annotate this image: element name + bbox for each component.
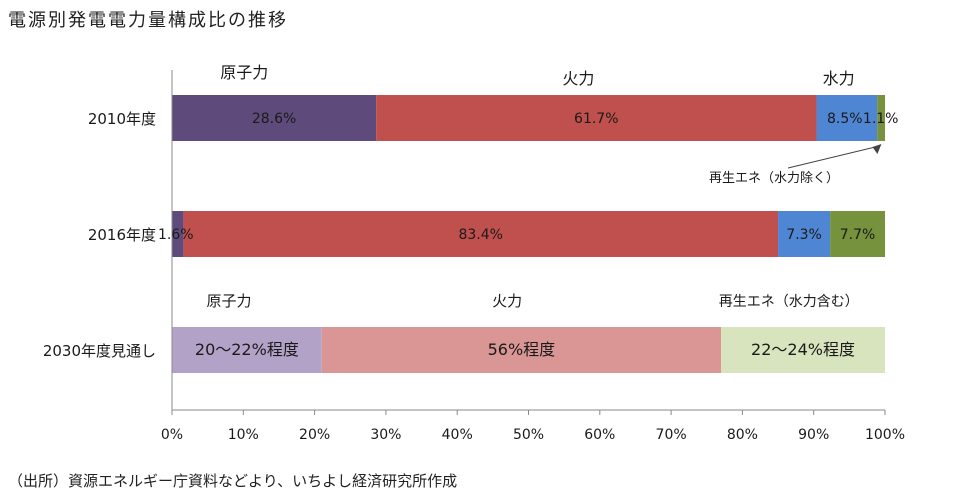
annotation-3: 再生エネ（水力除く） — [709, 171, 839, 186]
data-label-2-2: 22～24%程度 — [751, 340, 855, 359]
x-tick-label-3: 30% — [370, 427, 401, 443]
x-tick-label-5: 50% — [513, 427, 544, 443]
data-label-1-1: 83.4% — [458, 227, 502, 243]
chart-title: 電源別発電電力量構成比の推移 — [8, 10, 288, 31]
x-tick-label-8: 80% — [727, 427, 758, 443]
x-tick-label-1: 10% — [228, 427, 259, 443]
data-label-0-0: 28.6% — [252, 111, 296, 127]
annotation-6: 再生エネ（水力含む） — [719, 294, 859, 310]
x-tick-label-2: 20% — [299, 427, 330, 443]
bar-segment-0-1 — [376, 95, 817, 141]
bar-segment-1-3 — [830, 211, 885, 257]
annotation-0: 原子力 — [220, 63, 268, 82]
bar-segment-2-0 — [172, 327, 322, 373]
labels-layer: 28.6% 61.7% 8.5% 1.1% 2010年度 1.6% 83.4% 7.3% 7.7… — [43, 63, 899, 360]
data-label-1-2: 7.3% — [786, 227, 822, 243]
category-label-2: 2030年度見通し — [43, 342, 156, 360]
annotation-2: 水力 — [823, 69, 855, 88]
data-label-0-1: 61.7% — [574, 111, 618, 127]
x-axis: 0% 10% 20% 30% 40% 50% 60% 70% 80% 90% 100% — [161, 70, 905, 443]
x-tick-label-7: 70% — [656, 427, 687, 443]
data-label-1-3: 7.7% — [840, 227, 876, 243]
data-label-1-0: 1.6% — [158, 227, 194, 243]
bar-segment-1-1 — [183, 211, 779, 257]
x-tick-label-6: 60% — [584, 427, 615, 443]
x-tick-label-0: 0% — [161, 427, 183, 443]
bar-segment-1-0 — [172, 211, 184, 257]
annotation-1: 火力 — [562, 69, 594, 88]
annotation-4: 原子力 — [207, 292, 252, 310]
bar-segment-0-3 — [877, 95, 885, 141]
bars-layer — [172, 95, 885, 373]
annotation-arrow-head — [872, 144, 882, 154]
data-label-0-2: 8.5% — [827, 111, 863, 127]
x-tick-label-9: 90% — [798, 427, 829, 443]
category-label-1: 2016年度 — [88, 226, 156, 244]
source-note: （出所）資源エネルギー庁資料などより、いちよし経済研究所作成 — [8, 472, 458, 490]
x-tick-label-10: 100% — [865, 427, 905, 443]
data-label-2-1: 56%程度 — [488, 340, 556, 359]
annotation-5: 火力 — [492, 292, 522, 310]
data-label-0-3: 1.1% — [863, 111, 899, 127]
bar-segment-0-0 — [172, 95, 377, 141]
bar-segment-2-2 — [721, 327, 885, 373]
x-tick-label-4: 40% — [442, 427, 473, 443]
bar-segment-1-2 — [778, 211, 831, 257]
data-label-2-0: 20～22%程度 — [195, 340, 299, 359]
bar-segment-0-2 — [816, 95, 878, 141]
annotation-arrow-line — [787, 145, 880, 169]
bar-segment-2-1 — [321, 327, 722, 373]
category-label-0: 2010年度 — [88, 110, 156, 128]
